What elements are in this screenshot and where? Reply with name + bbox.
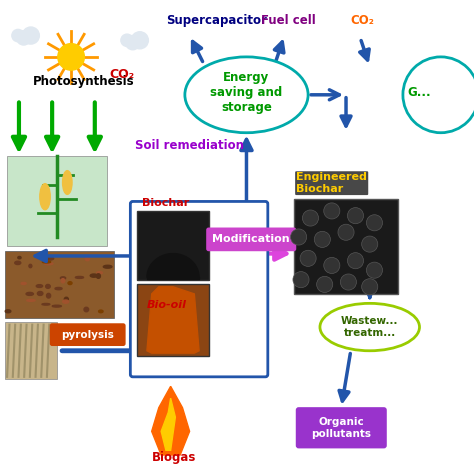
Text: Biogas: Biogas [152,451,196,464]
Text: Supercapacitor: Supercapacitor [166,14,267,27]
Ellipse shape [11,253,17,255]
Text: Biochar: Biochar [142,198,190,208]
Circle shape [291,229,307,245]
Text: Engineered
Biochar: Engineered Biochar [296,173,367,194]
Ellipse shape [90,291,98,293]
Ellipse shape [39,276,48,279]
Ellipse shape [81,266,86,270]
Text: Fuel cell: Fuel cell [261,14,316,27]
Polygon shape [161,398,175,450]
Text: G...: G... [408,86,431,99]
Text: Soil remediation: Soil remediation [135,139,244,152]
Circle shape [126,36,140,50]
Text: Organic
pollutants: Organic pollutants [311,417,371,438]
Text: Wastew...
treatm...: Wastew... treatm... [341,316,399,338]
Ellipse shape [80,254,87,257]
Bar [7,156,107,246]
Ellipse shape [40,183,50,210]
Bar [5,322,57,379]
Ellipse shape [320,303,419,351]
Ellipse shape [102,263,109,265]
Ellipse shape [98,312,104,315]
Ellipse shape [89,255,94,256]
Ellipse shape [88,254,96,256]
Bar [137,284,209,356]
Text: Energy
saving and
storage: Energy saving and storage [210,71,283,114]
Ellipse shape [72,269,80,271]
Polygon shape [147,254,199,277]
Circle shape [324,203,340,219]
Circle shape [12,29,24,42]
Circle shape [366,215,383,231]
Ellipse shape [41,279,50,283]
Ellipse shape [104,297,111,301]
Circle shape [302,210,319,226]
Ellipse shape [60,301,69,303]
Text: Modification: Modification [212,234,290,245]
Ellipse shape [55,294,62,297]
FancyBboxPatch shape [296,407,387,448]
Ellipse shape [29,278,35,281]
Circle shape [131,32,148,49]
Circle shape [347,253,364,269]
Circle shape [324,257,340,273]
FancyBboxPatch shape [206,228,296,251]
Circle shape [314,231,330,247]
Circle shape [362,236,378,252]
Circle shape [300,250,316,266]
Circle shape [22,27,39,44]
Ellipse shape [5,259,11,260]
Ellipse shape [44,308,53,312]
Circle shape [347,208,364,224]
Text: pyrolysis: pyrolysis [61,329,114,340]
Ellipse shape [24,289,33,293]
Ellipse shape [19,312,27,314]
Circle shape [58,44,84,70]
Circle shape [317,276,333,292]
Circle shape [362,279,378,295]
Text: CO₂: CO₂ [351,14,374,27]
Ellipse shape [57,259,63,263]
Ellipse shape [63,171,72,194]
Ellipse shape [185,57,308,133]
Polygon shape [152,386,190,455]
Ellipse shape [403,57,474,133]
Circle shape [121,34,133,46]
Ellipse shape [94,291,99,296]
Ellipse shape [56,269,62,271]
Text: CO₂: CO₂ [109,68,134,81]
Circle shape [17,31,31,45]
Ellipse shape [79,290,86,294]
Ellipse shape [103,311,108,314]
Ellipse shape [35,257,37,261]
FancyBboxPatch shape [50,323,126,346]
Circle shape [340,274,356,290]
Ellipse shape [24,261,33,263]
Ellipse shape [64,291,71,293]
Bar [5,251,114,318]
Ellipse shape [16,303,23,308]
Ellipse shape [12,271,20,273]
Polygon shape [147,287,199,353]
Circle shape [293,272,309,288]
Bar [294,199,398,294]
Text: Bio-oil: Bio-oil [147,300,187,310]
Bar [137,211,209,280]
Ellipse shape [67,259,74,261]
Text: Photosynthesis: Photosynthesis [33,75,135,88]
Circle shape [366,262,383,278]
Circle shape [338,224,354,240]
FancyBboxPatch shape [130,201,268,377]
